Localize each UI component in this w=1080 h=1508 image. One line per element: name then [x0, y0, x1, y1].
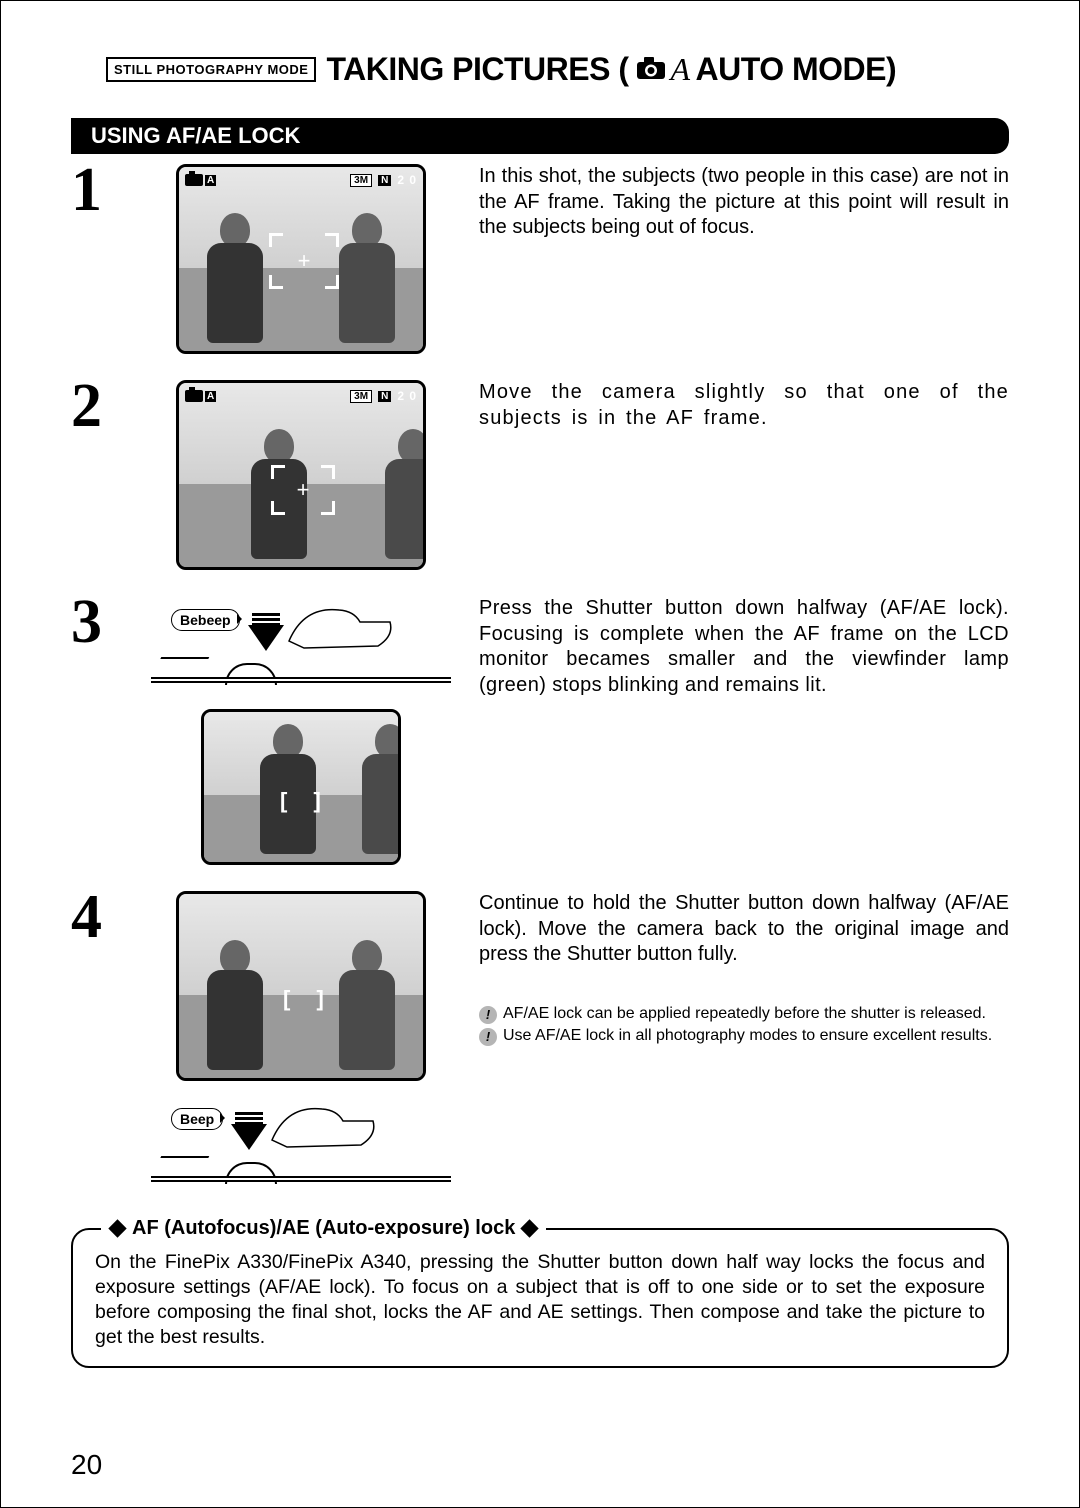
- section-title-bar: USING AF/AE LOCK: [71, 118, 1009, 154]
- diamond-icon: [108, 1219, 126, 1237]
- lcd-screen: A 3M N 2 0 +: [176, 164, 426, 354]
- manual-page: STILL PHOTOGRAPHY MODE TAKING PICTURES (…: [0, 0, 1080, 1508]
- shutter-press-diagram: Beep: [171, 1095, 431, 1150]
- step-text: In this shot, the subjects (two people i…: [479, 164, 1009, 354]
- note-bullet-icon: !: [479, 1028, 497, 1046]
- step-image: Bebeep [ ]: [151, 596, 451, 865]
- camera-top-strip: [151, 1156, 451, 1200]
- note-bullet-icon: !: [479, 1006, 497, 1024]
- lcd-quality: N: [378, 175, 391, 186]
- step-3: 3 Bebeep: [71, 596, 1009, 865]
- af-small-bracket: [ ]: [283, 986, 334, 1012]
- lcd-quality: N: [378, 391, 391, 402]
- lcd-mode-icon: A: [185, 174, 216, 186]
- step-text: Move the camera slightly so that one of …: [479, 380, 1009, 570]
- step-image: A 3M N 2 0 +: [151, 380, 451, 570]
- note-text: Use AF/AE lock in all photography modes …: [503, 1026, 992, 1046]
- page-title: TAKING PICTURES ( A AUTO MODE): [326, 51, 896, 88]
- camera-icon: [636, 51, 666, 88]
- step-text-col: Continue to hold the Shutter button down…: [479, 891, 1009, 1200]
- lcd-screen: [ ]: [176, 891, 426, 1081]
- sound-bubble: Bebeep: [171, 609, 240, 631]
- title-text-left: TAKING PICTURES (: [326, 51, 628, 88]
- step-text: Continue to hold the Shutter button down…: [479, 891, 1009, 968]
- auto-a-glyph: A: [670, 51, 689, 88]
- info-box-body: On the FinePix A330/FinePix A340, pressi…: [95, 1250, 985, 1350]
- lcd-frames-remaining: 2 0: [397, 173, 417, 187]
- info-box-title: AF (Autofocus)/AE (Auto-exposure) lock: [101, 1217, 546, 1240]
- lcd-mode-icon: A: [185, 390, 216, 402]
- af-small-bracket: [ ]: [280, 788, 331, 814]
- hand-icon: [284, 596, 394, 651]
- note-line: ! Use AF/AE lock in all photography mode…: [479, 1026, 1009, 1046]
- page-header: STILL PHOTOGRAPHY MODE TAKING PICTURES (…: [71, 51, 1009, 88]
- info-title-text: AF (Autofocus)/AE (Auto-exposure) lock: [132, 1217, 515, 1240]
- step-number: 1: [71, 164, 123, 354]
- lcd-frames-remaining: 2 0: [397, 389, 417, 403]
- lcd-screen: A 3M N 2 0 +: [176, 380, 426, 570]
- lcd-resolution: 3M: [350, 390, 372, 403]
- lcd-screen: [ ]: [201, 709, 401, 865]
- note-line: ! AF/AE lock can be applied repeatedly b…: [479, 1004, 1009, 1024]
- step-number: 2: [71, 380, 123, 570]
- info-box: AF (Autofocus)/AE (Auto-exposure) lock O…: [71, 1228, 1009, 1368]
- step-number: 4: [71, 891, 123, 1200]
- page-number: 20: [71, 1449, 102, 1481]
- step-image: [ ] Beep: [151, 891, 451, 1200]
- step-notes: ! AF/AE lock can be applied repeatedly b…: [479, 1004, 1009, 1046]
- camera-top-strip: [151, 657, 451, 701]
- half-press-arrow-icon: [248, 625, 284, 651]
- diamond-icon: [521, 1219, 539, 1237]
- mode-badge: STILL PHOTOGRAPHY MODE: [106, 57, 316, 82]
- lcd-overlay: A 3M N 2 0: [185, 173, 417, 187]
- step-2: 2 A 3M N 2 0: [71, 380, 1009, 570]
- hand-icon: [267, 1095, 377, 1150]
- title-text-right: AUTO MODE): [696, 51, 897, 88]
- full-press-arrow-icon: [231, 1124, 267, 1150]
- lcd-resolution: 3M: [350, 174, 372, 187]
- step-1: 1 A 3M N 2 0: [71, 164, 1009, 354]
- step-image: A 3M N 2 0 +: [151, 164, 451, 354]
- step-number: 3: [71, 596, 123, 865]
- shutter-press-diagram: Bebeep: [171, 596, 431, 651]
- step-4: 4 [ ] Beep: [71, 891, 1009, 1200]
- lcd-overlay: A 3M N 2 0: [185, 389, 417, 403]
- sound-bubble: Beep: [171, 1108, 223, 1130]
- note-text: AF/AE lock can be applied repeatedly bef…: [503, 1004, 986, 1024]
- step-text: Press the Shutter button down halfway (A…: [479, 596, 1009, 865]
